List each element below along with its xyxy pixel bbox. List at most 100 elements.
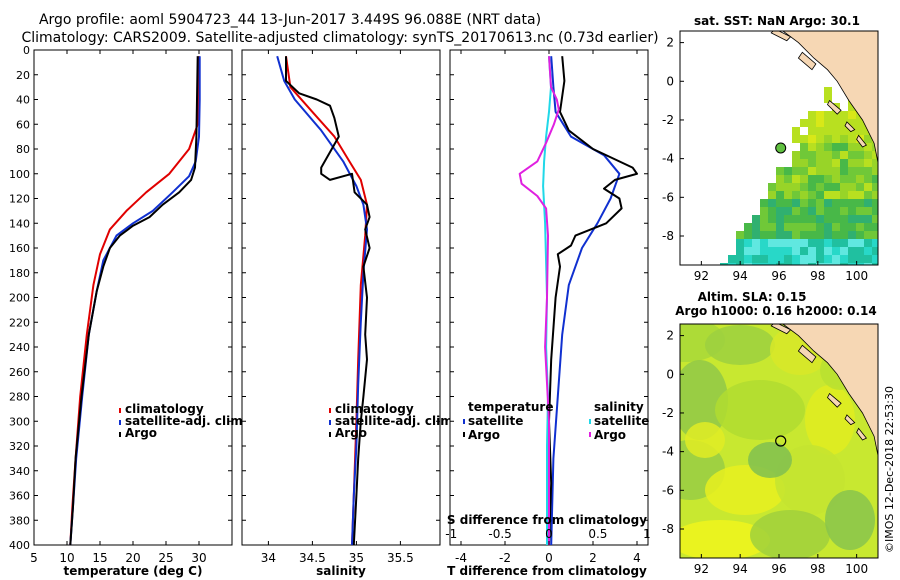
temperature-panel: 5 10 15 20 25 30 0 20 40 60 80 100 120 140 160 180 200 2… [9, 44, 247, 578]
y-tick-label: 240 [9, 341, 30, 354]
sst-cell [808, 167, 816, 175]
sst-cell [816, 119, 824, 127]
sst-cell [816, 143, 824, 151]
x-tick-label: 5 [30, 551, 38, 565]
sst-cell [784, 239, 792, 247]
sst-cell [840, 191, 848, 199]
sst-cell [760, 223, 768, 231]
legend-title-temperature: temperature [468, 400, 553, 414]
sst-cell [720, 263, 728, 265]
y-tick-label: 100 [9, 168, 30, 181]
sst-cell [768, 247, 776, 255]
credit-text: ©IMOS 12-Dec-2018 22:53:30 [883, 386, 896, 553]
sst-cell [800, 135, 808, 143]
sst-cell [776, 247, 784, 255]
x-tick-label: 35.5 [387, 551, 414, 565]
map-y-tick-label: 2 [666, 36, 674, 50]
sst-cell [872, 239, 878, 247]
sst-cell [784, 167, 792, 175]
island-enggano [896, 182, 900, 190]
sst-cell [864, 183, 872, 191]
sst-cell [784, 263, 792, 265]
island-siberut [827, 392, 842, 408]
sst-cell [848, 191, 856, 199]
sst-cell [840, 239, 848, 247]
sst-cell [760, 199, 768, 207]
sst-cell [848, 207, 856, 215]
sst-cell [872, 215, 878, 223]
y-tick-label: 20 [16, 69, 30, 82]
sst-cell [784, 231, 792, 239]
sst-cell [832, 151, 840, 159]
sst-cell [768, 215, 776, 223]
legend-label-sat-adj: satellite-adj. clim. [335, 414, 457, 428]
sst-cell [768, 207, 776, 215]
sst-cell [848, 103, 856, 111]
sst-cell [848, 151, 856, 159]
legend-label-s-satellite: satellite [594, 414, 649, 428]
sst-cell [832, 143, 840, 151]
sst-cell [800, 183, 808, 191]
series-line-satellite-adj-clim- [276, 55, 368, 545]
sst-cell [872, 247, 878, 255]
sst-cell [776, 183, 784, 191]
y-tick-label: 220 [9, 316, 30, 329]
sst-cell [752, 215, 760, 223]
sst-cell [800, 167, 808, 175]
sst-cell [768, 255, 776, 263]
map-y-tick-label: 2 [666, 329, 674, 343]
sst-cell [856, 231, 864, 239]
sst-cell [784, 223, 792, 231]
legend-label-t-satellite: satellite [468, 414, 523, 428]
island-enggano [896, 475, 900, 483]
sst-cell [776, 191, 784, 199]
legend-label-sat-adj: satellite-adj. clim. [125, 414, 247, 428]
sst-cell [776, 255, 784, 263]
sst-cell [752, 231, 760, 239]
legend-label-s-argo: Argo [594, 428, 626, 442]
sst-cell [760, 247, 768, 255]
sst-cell [848, 223, 856, 231]
sst-cell [840, 151, 848, 159]
x-tick-label: 25 [158, 551, 173, 565]
sst-cell [816, 231, 824, 239]
sst-cell [840, 247, 848, 255]
sst-cell [840, 175, 848, 183]
sla-map-title-line2: Argo h1000: 0.16 h2000: 0.14 [675, 304, 876, 318]
sst-cell [784, 183, 792, 191]
sst-cell [736, 247, 744, 255]
sst-cell [824, 255, 832, 263]
sst-cell [848, 167, 856, 175]
sst-cell [776, 175, 784, 183]
sst-cell [792, 159, 800, 167]
difference-top-axis-label: S difference from climatology [447, 513, 647, 527]
salinity-axes-box [241, 49, 441, 546]
sla-blob [715, 380, 805, 440]
sst-cell [856, 167, 864, 175]
legend-label-climatology: climatology [125, 402, 204, 416]
sst-cell [824, 263, 832, 265]
sst-cell [840, 255, 848, 263]
sst-cell [824, 95, 832, 103]
sst-cell [864, 191, 872, 199]
sst-cell [864, 215, 872, 223]
sst-cell [824, 191, 832, 199]
sst-cell [760, 215, 768, 223]
sst-cell [736, 231, 744, 239]
sst-cell [864, 199, 872, 207]
map-y-tick-label: -6 [662, 190, 674, 204]
sst-cell [800, 159, 808, 167]
sst-cell [864, 247, 872, 255]
sst-cell [784, 199, 792, 207]
sst-cell [808, 191, 816, 199]
sst-cell [808, 111, 816, 119]
sst-cell [832, 247, 840, 255]
sst-cell [752, 255, 760, 263]
sst-cell [800, 191, 808, 199]
x-tick-label: 0 [545, 551, 553, 565]
sst-cell [768, 263, 776, 265]
y-tick-label: 400 [9, 539, 30, 552]
sst-cell [872, 255, 878, 263]
sst-cell [792, 215, 800, 223]
